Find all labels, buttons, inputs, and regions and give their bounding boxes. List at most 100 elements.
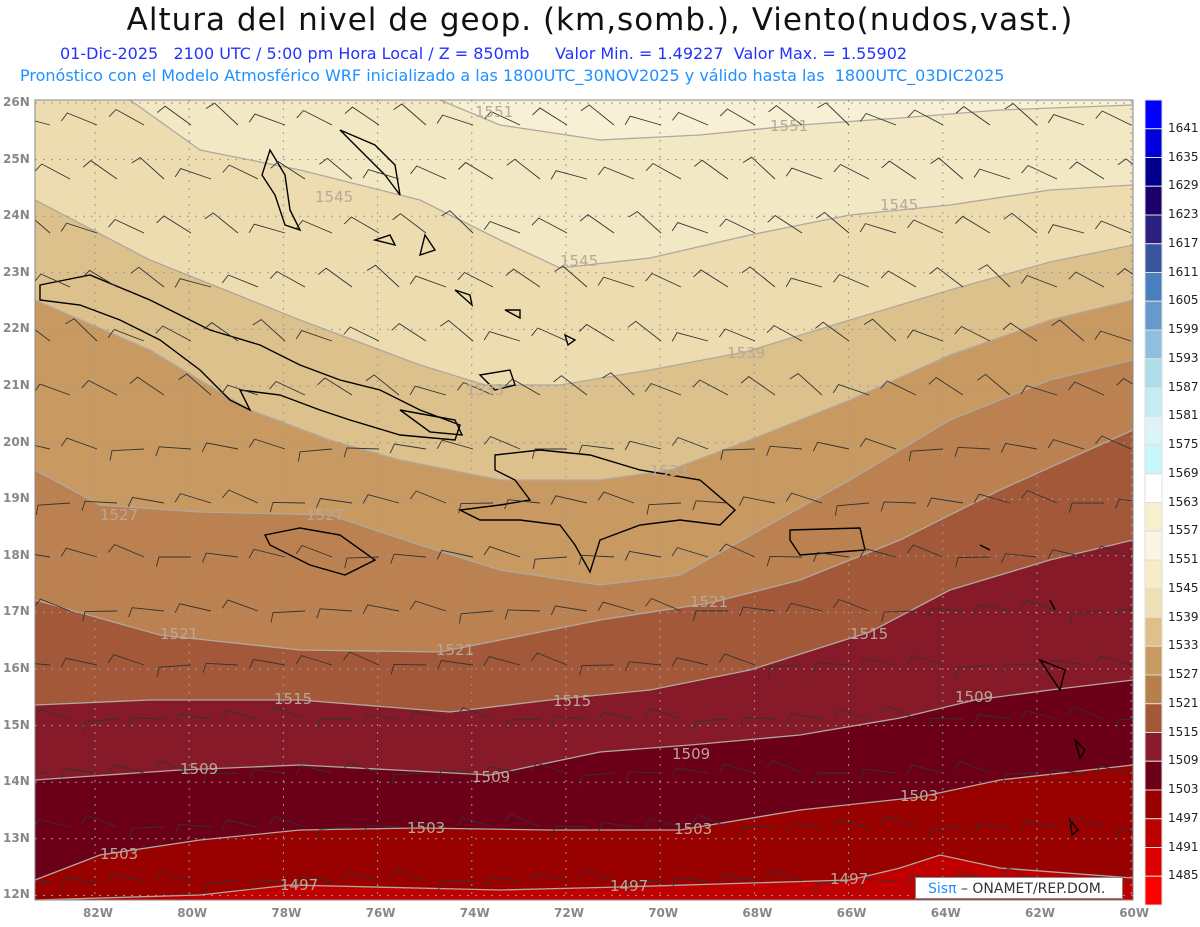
wind-barb bbox=[859, 548, 897, 558]
colorbar-swatch bbox=[1144, 473, 1163, 503]
wind-barb bbox=[694, 159, 729, 180]
wind-barb bbox=[82, 718, 118, 732]
wind-barb bbox=[35, 772, 51, 774]
wind-barb bbox=[392, 213, 427, 234]
wind-barb bbox=[578, 444, 615, 455]
jamaica-coastline bbox=[263, 527, 377, 576]
wind-barb bbox=[295, 330, 333, 342]
wind-barb bbox=[365, 374, 400, 396]
wind-barb bbox=[317, 826, 353, 840]
wind-barb bbox=[270, 161, 306, 180]
wind-barb bbox=[269, 501, 306, 513]
wind-barb bbox=[268, 816, 306, 828]
wind-barb bbox=[815, 321, 850, 342]
wind-barb bbox=[221, 599, 259, 612]
contour-label: 1503 bbox=[407, 819, 446, 837]
wind-barb bbox=[362, 169, 400, 180]
wind-barb bbox=[907, 219, 944, 234]
wind-barb bbox=[739, 606, 776, 617]
wind-barb bbox=[60, 437, 98, 450]
wind-barb bbox=[108, 108, 145, 126]
wind-barb bbox=[175, 823, 212, 834]
wind-barb bbox=[65, 318, 98, 342]
wind-barb bbox=[671, 767, 709, 778]
wind-barb bbox=[693, 269, 729, 288]
wind-barb bbox=[483, 656, 521, 666]
colorbar-label: 1533 bbox=[1168, 638, 1199, 653]
wind-barb bbox=[766, 324, 803, 342]
wind-barb bbox=[504, 609, 541, 620]
colorbar-swatch bbox=[1144, 502, 1163, 532]
colorbar-label: 1611 bbox=[1168, 264, 1199, 279]
wind-barb bbox=[531, 448, 567, 459]
wind-barb bbox=[955, 106, 991, 126]
wind-barb bbox=[766, 759, 803, 774]
wind-barb bbox=[597, 491, 635, 504]
wind-barb bbox=[927, 717, 964, 729]
wind-barb bbox=[813, 662, 850, 673]
lat-tick-label: 25N bbox=[3, 151, 30, 166]
wind-barb bbox=[409, 600, 447, 612]
colorbar-swatch bbox=[1144, 99, 1163, 130]
wind-barb bbox=[1020, 385, 1058, 396]
wind-barb bbox=[130, 266, 165, 288]
wind-barb bbox=[550, 605, 588, 616]
wind-barb bbox=[1003, 212, 1038, 234]
colorbar-label: 1497 bbox=[1168, 810, 1199, 825]
wind-barb bbox=[645, 272, 682, 288]
contour-label: 1521 bbox=[690, 593, 729, 611]
colorbar-label: 1587 bbox=[1168, 379, 1199, 394]
contour-label: 1497 bbox=[830, 870, 869, 888]
wind-barb bbox=[154, 760, 192, 774]
wind-barb bbox=[955, 556, 991, 568]
colorbar-swatch bbox=[1144, 645, 1163, 676]
lon-tick-label: 62W bbox=[1025, 906, 1055, 920]
wind-barb bbox=[786, 823, 823, 834]
wind-barb bbox=[860, 878, 897, 889]
wind-barb bbox=[81, 379, 118, 396]
contour-label: 1509 bbox=[472, 768, 511, 786]
wind-barb bbox=[955, 215, 991, 234]
wind-barb bbox=[342, 761, 380, 774]
wind-barb bbox=[409, 820, 447, 831]
wind-barb bbox=[437, 770, 474, 781]
wind-barb bbox=[813, 772, 849, 783]
wind-barb bbox=[880, 380, 917, 396]
wind-barb bbox=[252, 319, 286, 342]
colorbar-label: 1575 bbox=[1168, 437, 1199, 451]
colorbar-label: 1641 bbox=[1168, 120, 1199, 135]
wind-barb bbox=[953, 760, 991, 774]
wind-barb bbox=[318, 267, 353, 288]
wind-barb bbox=[295, 544, 333, 558]
forecast-time-subtitle: 01-Dic-2025 2100 UTC / 5:00 pm Hora Loca… bbox=[60, 44, 908, 63]
wind-barb bbox=[344, 106, 380, 126]
wind-barb bbox=[551, 715, 588, 726]
contour-label: 1503 bbox=[100, 845, 139, 863]
wind-barb bbox=[60, 547, 98, 558]
wind-barb bbox=[1051, 319, 1085, 342]
wind-barb bbox=[530, 872, 568, 883]
colorbar-swatch bbox=[1144, 818, 1163, 848]
colorbar-swatch bbox=[1144, 760, 1163, 791]
wind-barb bbox=[978, 264, 1011, 288]
lon-tick-label: 74W bbox=[459, 906, 490, 920]
wind-barb bbox=[765, 870, 803, 882]
contour-label: 1545 bbox=[880, 196, 919, 214]
wind-barb bbox=[128, 607, 165, 618]
wind-barb bbox=[248, 438, 286, 450]
lat-tick-label: 24N bbox=[3, 208, 30, 223]
wind-barb bbox=[833, 163, 870, 180]
model-info-subtitle: Pronóstico con el Modelo Atmosférico WRF… bbox=[20, 66, 1005, 85]
wind-barb bbox=[35, 818, 71, 828]
wind-barb bbox=[767, 664, 803, 677]
wind-barb bbox=[766, 555, 803, 567]
colorbar-swatch bbox=[1144, 128, 1163, 158]
wind-barb bbox=[833, 273, 870, 288]
wind-barb bbox=[719, 218, 756, 234]
colorbar-label: 1635 bbox=[1168, 149, 1199, 164]
wind-barb bbox=[691, 814, 729, 828]
wind-barb bbox=[155, 325, 192, 342]
wind-barb bbox=[483, 220, 521, 234]
wind-barb bbox=[530, 652, 568, 666]
